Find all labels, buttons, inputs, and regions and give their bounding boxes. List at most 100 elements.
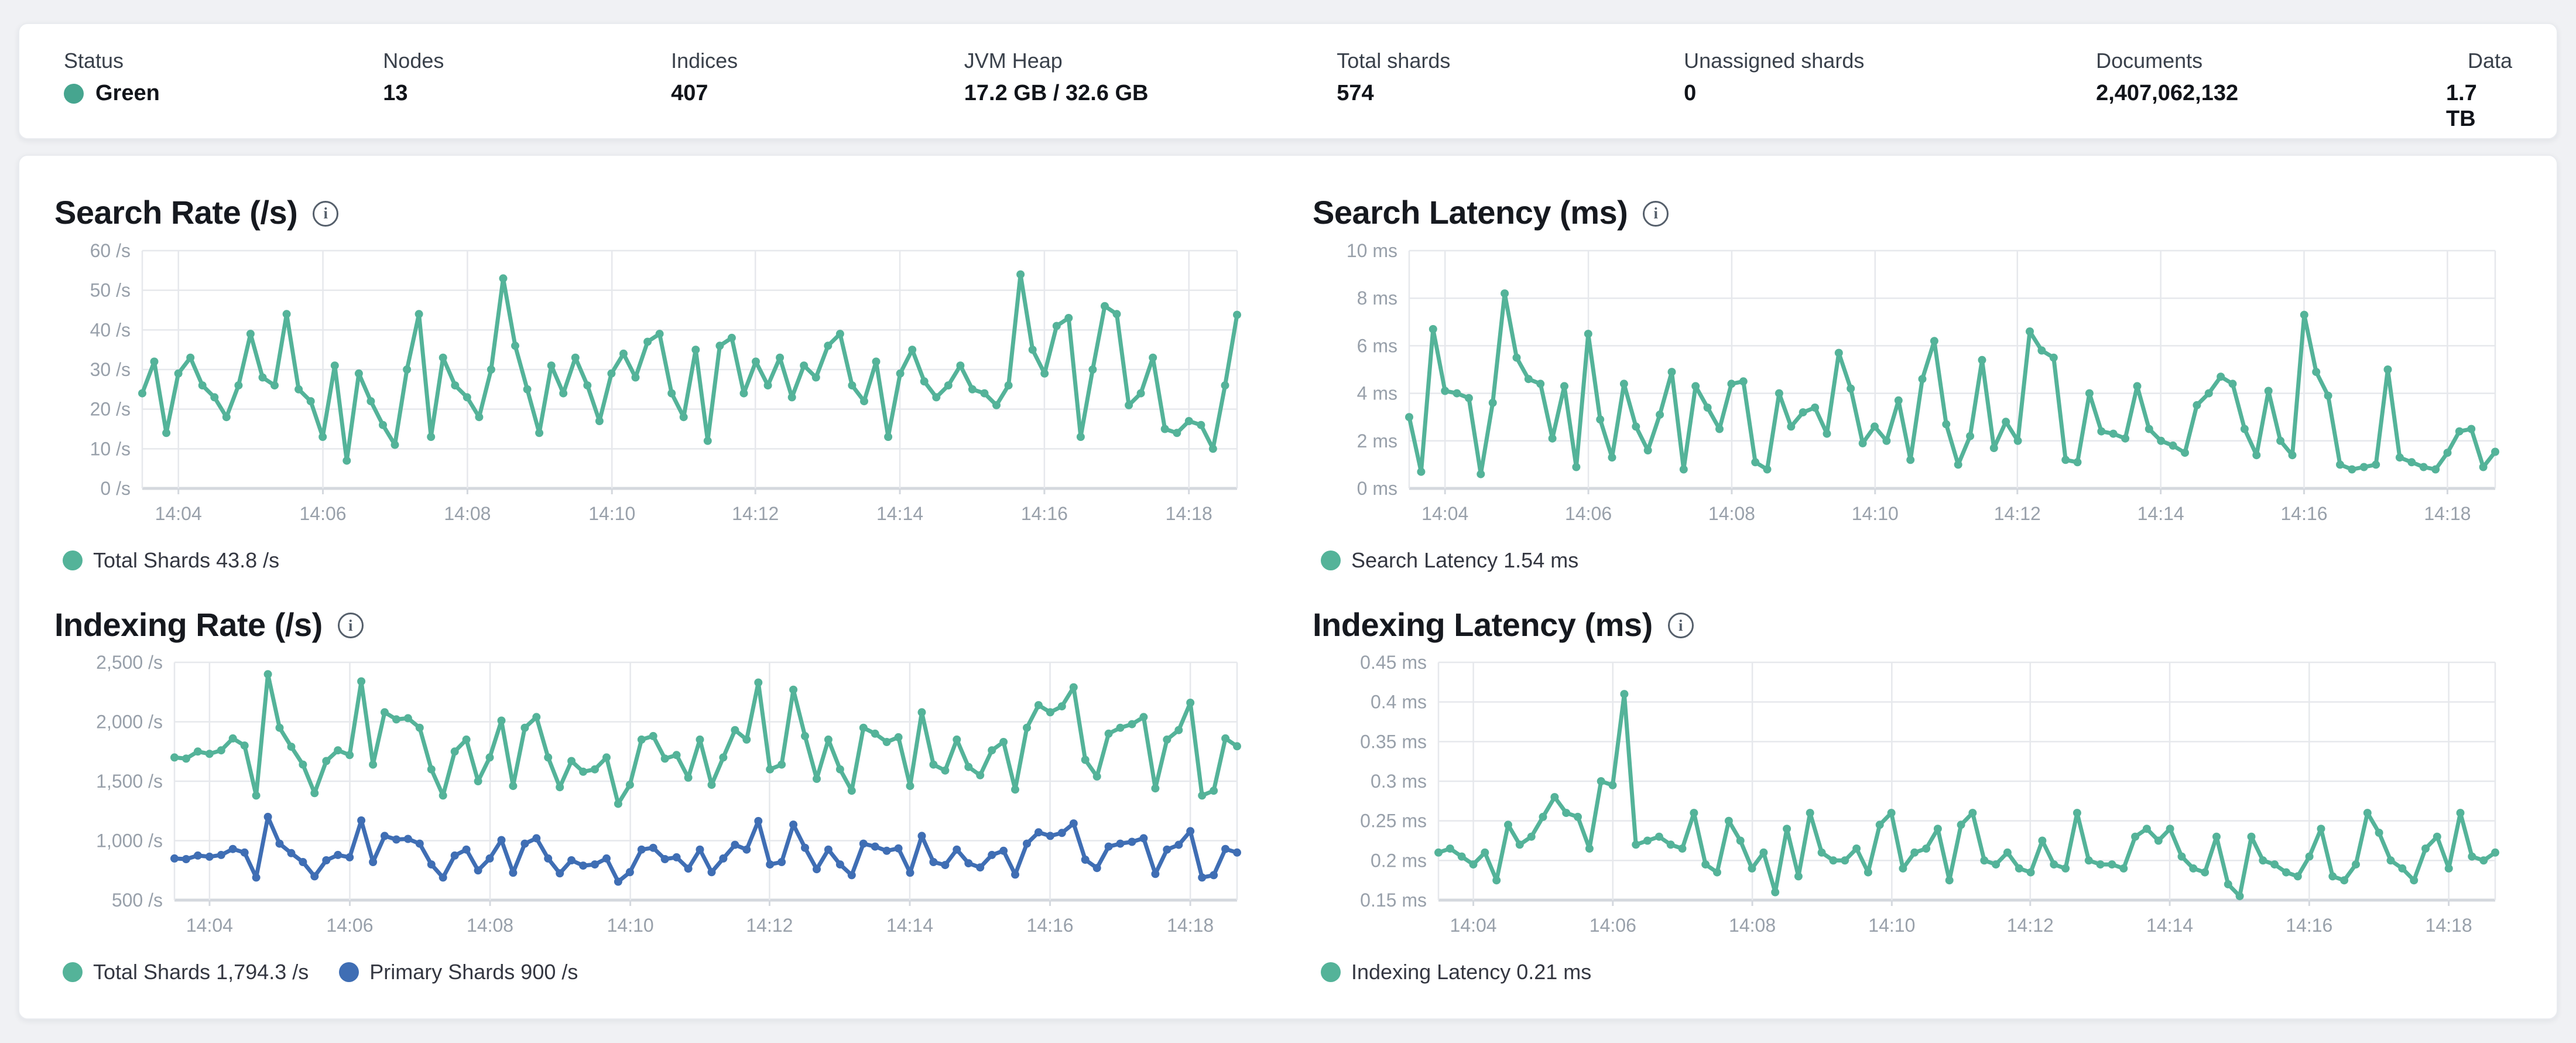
legend-item[interactable]: Search Latency 1.54 ms	[1321, 548, 1578, 573]
svg-text:6 ms: 6 ms	[1357, 335, 1397, 356]
svg-text:14:14: 14:14	[876, 503, 923, 524]
chart-legend: Indexing Latency 0.21 ms	[1321, 960, 2506, 984]
chart-search-rate[interactable]: 0 /s 10 /s 20 /s 30 /s 40 /s 50 /s 60 /s 14:04 1…	[54, 242, 1245, 535]
legend-label: Total Shards 43.8 /s	[93, 548, 280, 572]
svg-text:40 /s: 40 /s	[90, 319, 131, 340]
svg-text:0 ms: 0 ms	[1357, 478, 1397, 499]
svg-text:14:12: 14:12	[2007, 915, 2054, 936]
svg-text:60 /s: 60 /s	[90, 242, 131, 261]
metrics-panel: Search Rate (/s) i 0 /s 10 /s 20 /s 30 /s 40…	[18, 155, 2558, 1020]
svg-text:14:04: 14:04	[155, 503, 202, 524]
stat-label: Data	[2467, 49, 2513, 73]
svg-text:20 /s: 20 /s	[90, 398, 131, 419]
svg-text:0.4 ms: 0.4 ms	[1371, 692, 1427, 713]
stat-value: 574	[1337, 81, 1374, 106]
chart-title: Indexing Latency (ms)	[1313, 606, 1653, 643]
svg-text:0.2 ms: 0.2 ms	[1371, 850, 1427, 871]
svg-text:0 /s: 0 /s	[100, 478, 131, 499]
svg-text:0.3 ms: 0.3 ms	[1371, 771, 1427, 792]
info-icon[interactable]: i	[1643, 200, 1669, 227]
stat-unassigned-shards: Unassigned shards 0	[1684, 49, 2096, 107]
svg-text:14:18: 14:18	[1167, 915, 1214, 936]
stat-nodes: Nodes 13	[383, 49, 671, 107]
stat-label: Documents	[2096, 49, 2203, 73]
chart-title: Search Rate (/s)	[54, 194, 298, 231]
search-rate-block: Search Rate (/s) i 0 /s 10 /s 20 /s 30 /s 40…	[54, 194, 1248, 573]
svg-text:14:04: 14:04	[1450, 915, 1497, 936]
health-dot-icon	[64, 84, 84, 104]
legend-item[interactable]: Total Shards 1,794.3 /s	[63, 960, 309, 984]
stat-value: 2,407,062,132	[2096, 81, 2239, 106]
svg-text:0.15 ms: 0.15 ms	[1360, 890, 1427, 911]
svg-text:14:08: 14:08	[467, 915, 513, 936]
svg-text:14:14: 14:14	[2146, 915, 2193, 936]
chart-legend: Total Shards 1,794.3 /s Primary Shards 90…	[63, 960, 1248, 984]
svg-text:14:14: 14:14	[2137, 503, 2184, 524]
legend-dot-icon	[1321, 550, 1341, 570]
svg-text:14:08: 14:08	[444, 503, 491, 524]
info-icon[interactable]: i	[1667, 613, 1694, 639]
stat-value: 17.2 GB / 32.6 GB	[964, 81, 1149, 106]
stat-label: Indices	[671, 49, 738, 73]
legend-label: Total Shards 1,794.3 /s	[93, 960, 309, 984]
indexing-latency-block: Indexing Latency (ms) i 0.15 ms 0.2 ms 0.2…	[1313, 606, 2506, 985]
stat-jvm-heap: JVM Heap 17.2 GB / 32.6 GB	[964, 49, 1337, 107]
svg-text:30 /s: 30 /s	[90, 359, 131, 380]
chart-title: Search Latency (ms)	[1313, 194, 1628, 231]
svg-text:8 ms: 8 ms	[1357, 288, 1397, 309]
legend-label: Primary Shards 900 /s	[369, 960, 578, 984]
svg-text:14:16: 14:16	[2280, 503, 2327, 524]
stat-value: Green	[95, 81, 160, 106]
svg-text:14:06: 14:06	[1565, 503, 1612, 524]
info-icon[interactable]: i	[337, 613, 364, 639]
stat-value: 407	[671, 81, 708, 106]
svg-text:1,000 /s: 1,000 /s	[96, 830, 163, 852]
svg-text:14:08: 14:08	[1729, 915, 1776, 936]
stat-label: JVM Heap	[964, 49, 1063, 73]
svg-text:14:18: 14:18	[2426, 915, 2472, 936]
svg-text:14:12: 14:12	[732, 503, 779, 524]
svg-text:14:16: 14:16	[2286, 915, 2332, 936]
stat-label: Nodes	[383, 49, 444, 73]
stat-data-size: Data 1.7 TB	[2446, 49, 2512, 132]
legend-item[interactable]: Indexing Latency 0.21 ms	[1321, 960, 1591, 984]
svg-text:14:10: 14:10	[1852, 503, 1899, 524]
legend-item[interactable]: Primary Shards 900 /s	[339, 960, 578, 984]
svg-text:14:16: 14:16	[1021, 503, 1068, 524]
legend-dot-icon	[339, 962, 359, 983]
stat-indices: Indices 407	[671, 49, 964, 107]
stat-value: 13	[383, 81, 408, 106]
svg-text:500 /s: 500 /s	[112, 890, 163, 911]
svg-text:14:06: 14:06	[300, 503, 347, 524]
svg-text:14:04: 14:04	[186, 915, 233, 936]
chart-title: Indexing Rate (/s)	[54, 606, 323, 643]
chart-search-latency[interactable]: 0 ms 2 ms 4 ms 6 ms 8 ms 10 ms 14:04 14:06 14:08…	[1313, 242, 2503, 535]
legend-item[interactable]: Total Shards 43.8 /s	[63, 548, 279, 573]
svg-text:0.45 ms: 0.45 ms	[1360, 654, 1427, 673]
svg-text:0.35 ms: 0.35 ms	[1360, 731, 1427, 753]
stat-label: Unassigned shards	[1684, 49, 1865, 73]
info-icon[interactable]: i	[313, 200, 339, 227]
chart-legend: Total Shards 43.8 /s	[63, 548, 1248, 573]
chart-legend: Search Latency 1.54 ms	[1321, 548, 2506, 573]
svg-text:14:06: 14:06	[326, 915, 373, 936]
svg-text:14:10: 14:10	[1868, 915, 1915, 936]
svg-text:14:18: 14:18	[2424, 503, 2471, 524]
svg-text:14:16: 14:16	[1027, 915, 1074, 936]
svg-text:10 /s: 10 /s	[90, 438, 131, 459]
stat-label: Status	[64, 49, 124, 73]
svg-text:10 ms: 10 ms	[1347, 242, 1397, 261]
svg-text:14:12: 14:12	[1994, 503, 2041, 524]
svg-text:14:08: 14:08	[1708, 503, 1755, 524]
svg-text:14:10: 14:10	[588, 503, 635, 524]
stat-label: Total shards	[1337, 49, 1451, 73]
svg-text:50 /s: 50 /s	[90, 279, 131, 300]
svg-text:2,500 /s: 2,500 /s	[96, 654, 163, 673]
cluster-status-bar: Status Green Nodes 13 Indices 407 JVM He…	[18, 23, 2558, 139]
svg-text:14:06: 14:06	[1590, 915, 1636, 936]
indexing-rate-block: Indexing Rate (/s) i 500 /s 1,000 /s 1,500…	[54, 606, 1248, 985]
chart-indexing-latency[interactable]: 0.15 ms 0.2 ms 0.25 ms 0.3 ms 0.35 ms 0.4 ms 0…	[1313, 654, 2503, 947]
svg-text:0.25 ms: 0.25 ms	[1360, 811, 1427, 832]
svg-text:14:04: 14:04	[1421, 503, 1468, 524]
chart-indexing-rate[interactable]: 500 /s 1,000 /s 1,500 /s 2,000 /s 2,500 /s 14…	[54, 654, 1245, 947]
